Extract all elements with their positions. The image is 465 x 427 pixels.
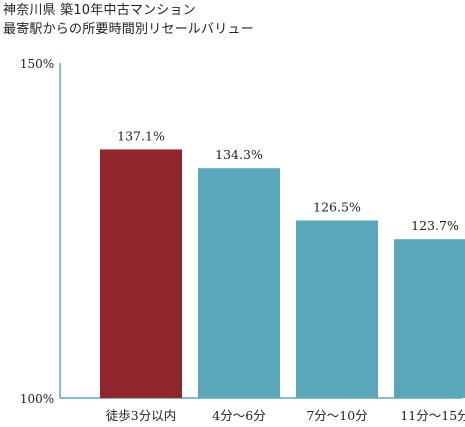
chart-title: 神奈川県 築10年中古マンション: [3, 3, 196, 18]
x-category-label: 4分～6分: [212, 408, 265, 423]
bar: [394, 239, 465, 398]
x-category-label: 11分～15分: [400, 408, 465, 423]
chart-title-block: 神奈川県 築10年中古マンション 最寄駅からの所要時間別リセールバリュー: [3, 1, 254, 39]
x-category-label: 7分～10分: [306, 408, 367, 423]
bar-value-label: 137.1%: [117, 128, 165, 143]
chart-subtitle: 最寄駅からの所要時間別リセールバリュー: [3, 22, 254, 37]
y-tick-label: 100%: [20, 392, 54, 406]
x-category-label: 徒歩3分以内: [106, 408, 176, 423]
bar-value-label: 126.5%: [313, 199, 361, 214]
bar-layer: [100, 149, 465, 398]
bar: [198, 168, 280, 398]
label-layer: 137.1% 徒歩3分以内 134.3% 4分～6分 126.5% 7分～10分 123.7…: [106, 128, 465, 423]
bar: [100, 149, 182, 398]
y-tick-label: 150%: [20, 57, 54, 71]
bar: [296, 220, 378, 398]
bar-value-label: 123.7%: [411, 218, 459, 233]
bar-value-label: 134.3%: [215, 147, 263, 162]
